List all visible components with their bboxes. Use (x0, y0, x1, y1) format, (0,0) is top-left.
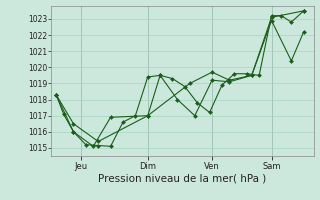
X-axis label: Pression niveau de la mer( hPa ): Pression niveau de la mer( hPa ) (98, 173, 267, 183)
